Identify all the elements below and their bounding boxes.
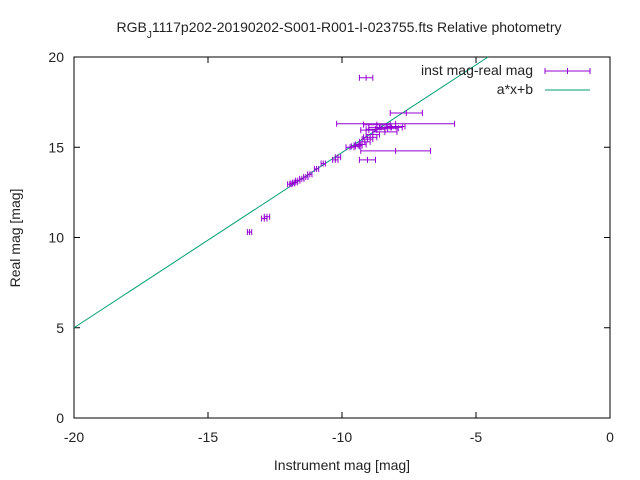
y-tick-label: 15 — [48, 139, 64, 155]
data-point — [320, 160, 326, 167]
chart-title: RGBJ1117p202-20190202-S001-R001-I-023755… — [117, 19, 562, 41]
data-point — [336, 120, 456, 127]
fit-line — [73, 56, 489, 329]
x-tick-label: 0 — [606, 429, 614, 445]
x-tick-label: -15 — [198, 429, 218, 445]
plot-frame — [73, 56, 611, 419]
x-tick-label: -10 — [332, 429, 352, 445]
y-tick-label: 10 — [48, 230, 64, 246]
data-point — [307, 171, 313, 178]
y-tick-label: 20 — [48, 49, 64, 65]
data-point — [246, 229, 253, 236]
x-axis: -20 -15 -10 -5 0 — [64, 57, 614, 445]
data-point — [360, 147, 431, 154]
error-bar-series — [246, 74, 456, 236]
data-point — [289, 180, 296, 187]
x-axis-label: Instrument mag [mag] — [274, 457, 410, 473]
data-point — [358, 74, 374, 81]
y-axis-label: Real mag [mag] — [7, 189, 23, 288]
legend-sample-inst — [544, 68, 591, 74]
y-tick-label: 0 — [56, 410, 64, 426]
data-point — [380, 124, 403, 131]
data-point — [372, 128, 398, 135]
data-point — [313, 165, 320, 172]
y-tick-label: 5 — [56, 320, 64, 336]
data-point — [389, 109, 423, 116]
data-point — [358, 138, 371, 145]
legend-label-fit: a*x+b — [497, 81, 533, 97]
data-point — [362, 121, 391, 128]
data-point — [334, 154, 342, 161]
data-point — [287, 181, 293, 188]
legend: inst mag-real mag a*x+b — [421, 62, 591, 97]
fit-line-series — [73, 56, 489, 329]
x-tick-label: -5 — [470, 429, 483, 445]
data-point — [358, 156, 376, 163]
legend-label-inst: inst mag-real mag — [421, 62, 533, 78]
x-tick-label: -20 — [64, 429, 84, 445]
data-point — [263, 213, 271, 220]
y-axis: 0 5 10 15 20 — [48, 49, 610, 426]
